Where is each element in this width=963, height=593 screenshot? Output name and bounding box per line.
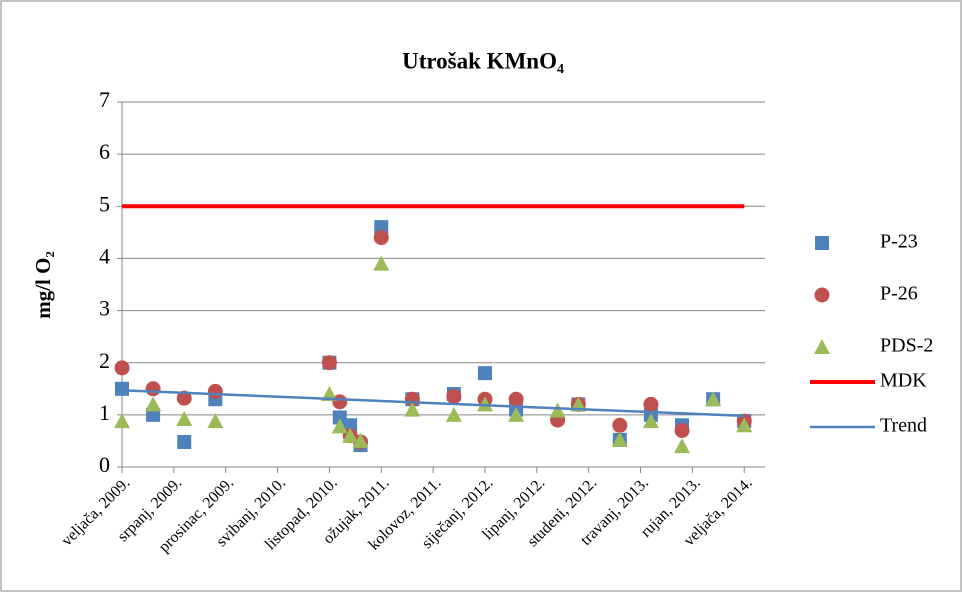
marker-triangle — [352, 432, 369, 448]
marker-triangle — [321, 386, 338, 401]
marker-square — [815, 236, 829, 250]
marker-circle — [114, 360, 130, 376]
legend-label: P-26 — [880, 283, 918, 305]
marker-triangle — [404, 401, 421, 417]
marker-circle — [207, 383, 223, 399]
marker-triangle — [176, 411, 193, 427]
legend-label: MDK — [880, 370, 927, 392]
y-tick-label: 6 — [99, 139, 110, 164]
marker-square — [343, 418, 358, 433]
marker-triangle — [674, 438, 691, 454]
marker-square — [477, 366, 492, 381]
marker-circle — [674, 423, 690, 438]
marker-triangle — [207, 413, 224, 429]
legend-label: Trend — [880, 415, 927, 437]
y-tick-label: 4 — [99, 243, 110, 268]
marker-circle — [814, 287, 830, 303]
y-tick-label: 3 — [99, 296, 110, 321]
marker-square — [115, 381, 129, 396]
marker-triangle — [736, 417, 753, 433]
marker-triangle — [342, 427, 359, 443]
marker-triangle — [145, 396, 162, 412]
marker-triangle — [476, 396, 493, 412]
chart-title: Utrošak KMnO₄ — [402, 48, 564, 73]
y-tick-label: 2 — [99, 348, 110, 373]
marker-circle — [321, 355, 337, 371]
marker-triangle — [611, 431, 628, 447]
marker-circle — [145, 381, 161, 397]
marker-triangle — [508, 406, 525, 422]
marker-triangle — [549, 402, 566, 418]
marker-triangle — [331, 418, 348, 434]
legend-label: P-23 — [880, 231, 918, 253]
marker-square — [374, 220, 389, 235]
marker-circle — [373, 230, 389, 246]
y-tick-label: 1 — [99, 400, 110, 425]
y-tick-label: 7 — [99, 87, 110, 112]
marker-circle — [508, 391, 524, 407]
marker-triangle — [114, 413, 130, 429]
marker-circle — [176, 390, 192, 406]
y-tick-label: 5 — [99, 191, 110, 216]
legend-label: PDS-2 — [880, 335, 933, 357]
y-tick-label: 0 — [99, 452, 110, 477]
marker-triangle — [814, 339, 830, 354]
marker-square — [177, 434, 192, 449]
marker-circle — [643, 396, 659, 412]
marker-triangle — [642, 413, 659, 429]
marker-circle — [612, 417, 628, 433]
series-line — [121, 389, 745, 418]
marker-triangle — [373, 255, 390, 271]
marker-triangle — [445, 406, 462, 422]
y-axis-label: mg/l O₂ — [31, 251, 55, 319]
marker-triangle — [705, 391, 722, 407]
marker-circle — [446, 389, 462, 405]
